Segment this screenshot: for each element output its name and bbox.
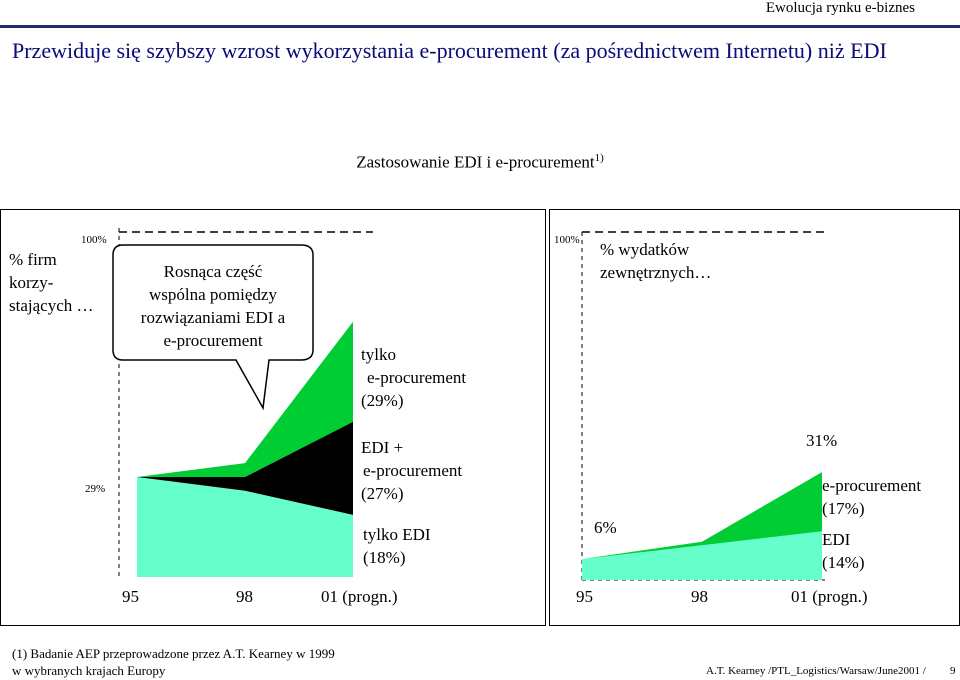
callout-bubble <box>112 244 314 411</box>
label-eproc-1: e-procurement <box>822 476 922 495</box>
area-e-procurement <box>582 472 822 560</box>
label-edi-eproc-1: EDI + <box>361 438 404 457</box>
label-only-eproc-1: tylko <box>361 345 396 364</box>
left-chart-svg <box>112 228 373 580</box>
right-end-value: 31% <box>806 431 838 450</box>
callout-text: Rosnąca część wspólna pomiędzy rozwiązan… <box>115 260 311 352</box>
header-rule <box>0 25 960 28</box>
footnote-line: w wybranych krajach Europy <box>12 663 166 678</box>
footnote: (1) Badanie AEP przeprowadzone przez A.T… <box>12 645 335 679</box>
label-only-eproc-3: (29%) <box>361 391 404 410</box>
chart-title-footnote-mark: 1) <box>594 152 604 164</box>
label-only-eproc-2: e-procurement <box>367 368 467 387</box>
right-area-group <box>582 472 822 580</box>
area-tylko-e-procurement <box>137 321 353 477</box>
chart-title-text: Zastosowanie EDI i e-procurement <box>356 152 595 172</box>
label-only-edi-2: (18%) <box>363 548 406 567</box>
left-y-label-2: korzy- <box>9 273 54 292</box>
right-x-tick-95: 95 <box>576 587 593 606</box>
chart-title: Zastosowanie EDI i e-procurement1) <box>0 152 960 173</box>
left-top-tick: 100% <box>81 234 107 246</box>
right-x-tick-01: 01 (progn.) <box>791 587 868 606</box>
footer-source: A.T. Kearney /PTL_Logistics/Warsaw/June2… <box>706 665 926 677</box>
area-edi-e-procurement <box>137 421 353 515</box>
page-number: 9 <box>950 665 956 677</box>
callout-line: rozwiązaniami EDI a <box>140 308 286 327</box>
label-edi-eproc-3: (27%) <box>361 484 404 503</box>
right-chart-svg <box>581 231 825 581</box>
left-start-value: 29% <box>85 483 106 495</box>
left-area-group <box>137 321 353 577</box>
left-x-tick-98: 98 <box>236 587 253 606</box>
label-edi-eproc-2: e-procurement <box>363 461 463 480</box>
right-x-tick-98: 98 <box>691 587 708 606</box>
left-x-tick-95: 95 <box>122 587 139 606</box>
area-edi <box>582 531 822 580</box>
right-y-label-1: % wydatków <box>600 240 690 259</box>
callout-line: wspólna pomiędzy <box>149 285 277 304</box>
label-edi-2: (14%) <box>822 553 865 572</box>
right-y-label-2: zewnętrznych… <box>600 263 712 282</box>
callout-line: Rosnąca część <box>163 262 263 281</box>
label-eproc-2: (17%) <box>822 499 865 518</box>
right-start-value: 6% <box>594 518 617 537</box>
slide-title: Przewiduje się szybszy wzrost wykorzysta… <box>12 38 887 63</box>
left-x-tick-01: 01 (progn.) <box>321 587 398 606</box>
area-tylko-edi <box>137 476 353 577</box>
left-y-label-1: % firm <box>9 250 57 269</box>
label-edi-1: EDI <box>822 530 851 549</box>
left-chart-panel: % firm korzy- stających … 100% 29% Rosną… <box>0 209 546 626</box>
header-brand: Ewolucja rynku e-biznes <box>765 0 915 16</box>
left-y-label-3: stających … <box>9 296 94 315</box>
right-chart-panel: 100% % wydatków zewnętrznych… 31% 6% e-p… <box>549 209 960 626</box>
callout-line: e-procurement <box>163 331 263 350</box>
footnote-line: (1) Badanie AEP przeprowadzone przez A.T… <box>12 646 335 661</box>
label-only-edi-1: tylko EDI <box>363 525 431 544</box>
right-top-tick: 100% <box>554 234 580 246</box>
